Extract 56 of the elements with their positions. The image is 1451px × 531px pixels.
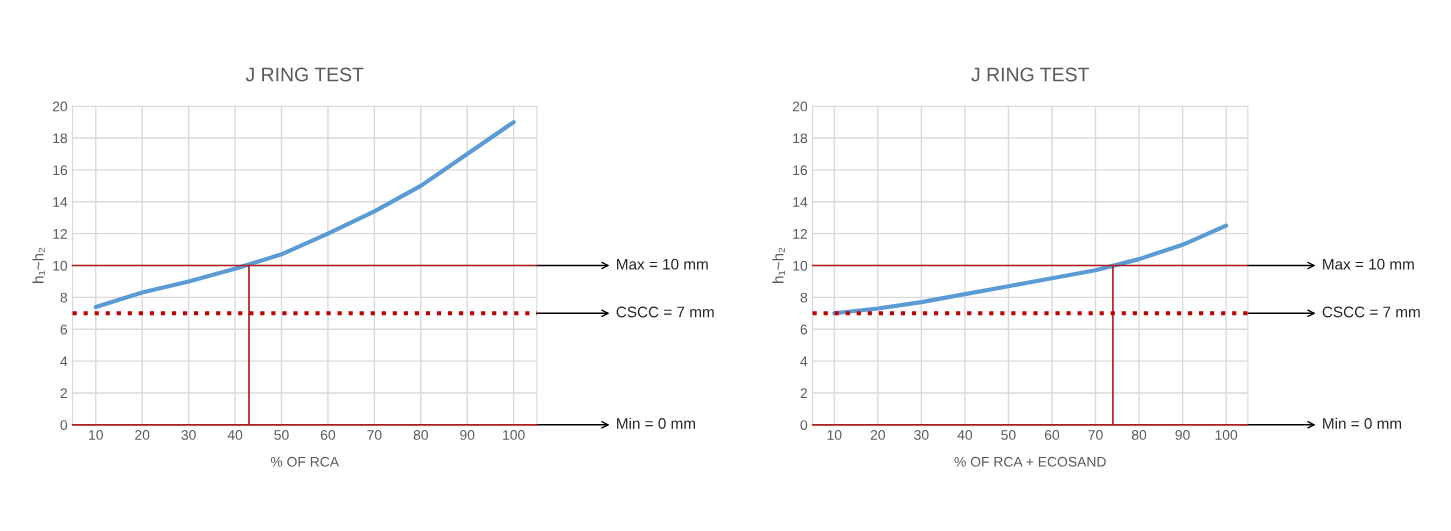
y-tick-label: 16 (53, 165, 68, 176)
y-tick-label: 4 (60, 356, 68, 367)
ref-line-label: Min = 0 mm (1323, 417, 1402, 429)
y-tick-label: 0 (800, 420, 808, 430)
x-tick-label: 30 (181, 430, 196, 440)
x-tick-label: 70 (367, 430, 382, 440)
ref-line-label: CSCC = 7 mm (616, 306, 714, 318)
x-axis-title: % OF RCA (270, 456, 340, 467)
x-tick-label: 10 (89, 430, 103, 440)
ref-line-label: Max = 10 mm (617, 258, 708, 270)
x-tick-label: 60 (1044, 430, 1060, 440)
x-tick-label: 20 (135, 430, 150, 440)
x-tick-label: 80 (413, 430, 428, 440)
chart-title: J RING TEST (245, 67, 364, 82)
x-tick-label: 40 (227, 430, 243, 440)
x-tick-label: 50 (1001, 430, 1016, 440)
y-tick-label: 2 (800, 388, 807, 398)
x-tick-label: 10 (827, 430, 842, 440)
y-tick-label: 10 (53, 260, 68, 271)
x-tick-label: 40 (957, 430, 973, 440)
ref-line-label: Max = 10 mm (1323, 258, 1414, 270)
x-tick-label: 90 (1175, 430, 1190, 440)
x-axis-title: % OF RCA + ECOSAND (954, 456, 1106, 467)
y-tick-label: 20 (52, 101, 68, 112)
y-tick-label: 12 (53, 228, 67, 239)
line-series (832, 223, 1229, 316)
y-tick-label: 18 (53, 133, 68, 144)
y-tick-label: 14 (53, 197, 68, 207)
x-tick-label: 30 (914, 430, 929, 440)
y-tick-label: 6 (60, 324, 68, 335)
y-tick-label: 8 (60, 292, 68, 303)
ref-line-label: Min = 0 mm (617, 417, 696, 429)
y-tick-label: 6 (800, 324, 808, 335)
ref-line-label: CSCC = 7 mm (1322, 306, 1420, 318)
x-tick-label: 60 (320, 430, 336, 440)
x-tick-label: 50 (274, 430, 289, 440)
x-tick-label: 80 (1131, 430, 1147, 440)
y-axis-title: h₁~h₂ (772, 247, 785, 283)
y-tick-label: 2 (60, 388, 67, 398)
y-tick-label: 16 (793, 165, 808, 176)
y-tick-label: 4 (800, 356, 808, 367)
y-tick-label: 0 (60, 420, 68, 430)
y-tick-label: 14 (793, 197, 808, 207)
x-tick-label: 90 (460, 430, 475, 440)
y-tick-label: 12 (793, 228, 807, 239)
x-tick-label: 100 (1215, 430, 1238, 440)
y-axis-title: h₁~h₂ (32, 247, 45, 283)
y-tick-label: 20 (792, 101, 808, 112)
y-tick-label: 8 (800, 292, 808, 303)
x-tick-label: 20 (870, 430, 886, 440)
line-series (93, 120, 516, 310)
y-tick-label: 18 (793, 133, 808, 144)
y-tick-label: 10 (793, 260, 808, 271)
x-tick-label: 70 (1088, 430, 1103, 440)
x-tick-label: 100 (503, 430, 525, 440)
chart-title: J RING TEST (971, 67, 1090, 82)
